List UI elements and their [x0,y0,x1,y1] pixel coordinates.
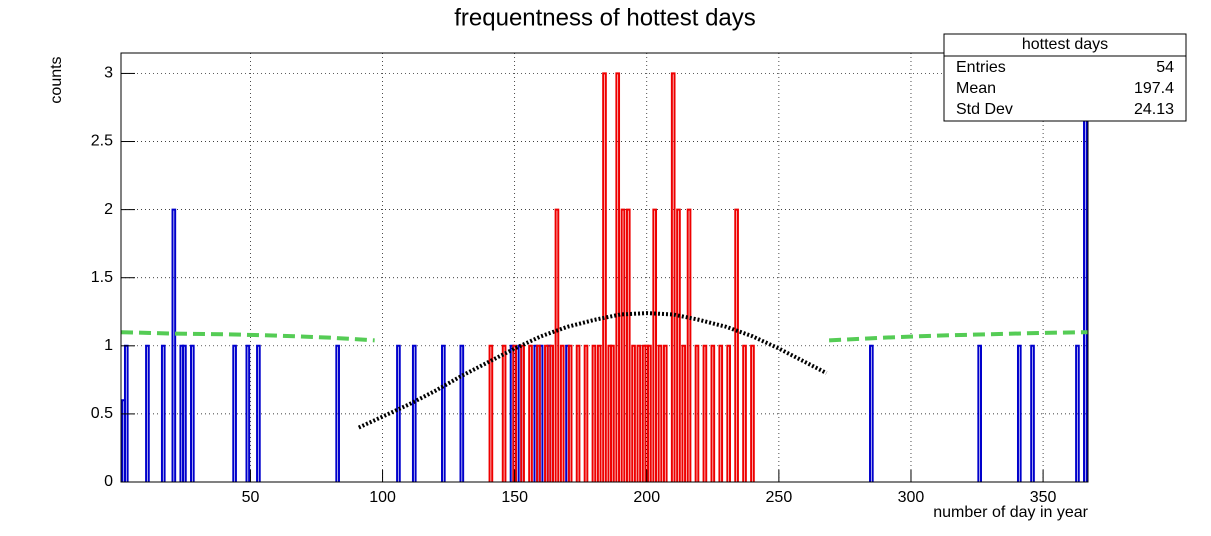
histogram-bin [1075,344,1080,482]
histogram-bin [742,344,747,482]
histogram-bin [549,344,554,482]
frame [120,52,1089,483]
chart-title: frequentness of hottest days [454,4,756,31]
histogram-bin [710,344,716,482]
histogram-bin [681,344,687,482]
histogram-bin [610,344,615,482]
stats-frame [943,33,1187,122]
histogram-bin [625,208,631,482]
histogram-bin [245,344,251,482]
histogram-bin [512,344,517,482]
histogram-bin [686,208,692,482]
axes: 50 100 150 200 250 300 350 0 0.5 1 1.5 2 2.5 3 [91,65,1057,507]
histogram-bin [528,344,533,482]
histogram-bin [726,344,731,482]
histogram-bin [501,344,507,482]
histogram-bin [441,344,446,482]
histogram-bin [1083,53,1088,482]
histogram-bin [488,344,494,482]
x-tick-label: 300 [898,489,925,506]
histogram-bin [694,344,700,482]
histogram-bin [750,344,755,482]
histogram-bin [536,344,541,482]
histogram-bin [583,344,589,482]
stats-value: 54 [1156,59,1174,76]
histogram-bin [567,344,573,482]
histogram-bin [182,344,187,482]
histogram-bin [977,344,982,482]
y-tick-label: 1 [104,337,113,354]
x-tick-label: 100 [369,489,396,506]
histogram-bin [662,344,668,482]
histogram-bin [670,72,676,482]
histogram-bin [702,344,708,482]
stats-value: 197.4 [1134,80,1174,97]
stats-label: Entries [956,59,1006,76]
histogram-bin [647,344,652,482]
histogram-bin [596,344,602,482]
stats-label: Std Dev [956,101,1013,118]
x-tick-label: 150 [501,489,528,506]
y-tick-label: 3 [104,65,113,82]
y-tick-label: 2 [104,201,113,218]
histogram-bin [657,344,663,482]
histogram-bin [459,344,465,482]
histogram-bin [559,344,565,482]
fit-curve [121,330,1088,343]
histogram-bin [676,208,681,482]
y-axis-label: counts [48,56,65,103]
stats-title: hottest days [1022,36,1108,53]
y-tick-label: 0.5 [91,405,113,422]
histogram-bin [631,344,636,482]
histogram-bin [411,344,417,482]
x-tick-label: 350 [1030,489,1057,506]
histogram-bin [171,208,177,482]
histogram-bin [718,344,724,482]
stats-label: Mean [956,80,996,97]
histogram-bin [620,208,626,482]
histogram-bin [1030,344,1035,482]
histogram-bin [544,344,549,482]
histogram-bin [554,208,560,482]
histogram-bin [602,72,607,482]
histogram-bin [636,344,642,482]
histogram-bin [869,344,874,482]
x-tick-label: 200 [633,489,660,506]
grid [121,53,1088,483]
histogram-bin [575,344,581,482]
x-axis-label: number of day in year [933,504,1088,521]
histogram-bin [396,344,401,482]
histogram-bin [591,344,597,482]
histogram-bin [652,208,658,482]
histogram-bin [734,208,739,482]
histogram-bin [145,344,150,482]
stats-value: 24.13 [1134,101,1174,118]
y-tick-label: 0 [104,473,113,490]
plot-area [121,53,1088,482]
histogram-bin [232,344,237,482]
histogram-bin [335,344,340,482]
histogram-bin [256,344,261,482]
stats-box: hottest days Entries 54 Mean 197.4 Std Dev 24… [943,33,1187,122]
histogram-bin [190,344,195,482]
x-tick-label: 50 [242,489,260,506]
histogram-bin [615,72,621,482]
y-tick-label: 2.5 [91,133,113,150]
histogram-bin [160,344,166,482]
x-tick-label: 250 [766,489,793,506]
y-tick-label: 1.5 [91,269,113,286]
histogram-bin [520,344,525,482]
fit-curve [357,311,828,430]
histogram-bin [1016,344,1022,482]
